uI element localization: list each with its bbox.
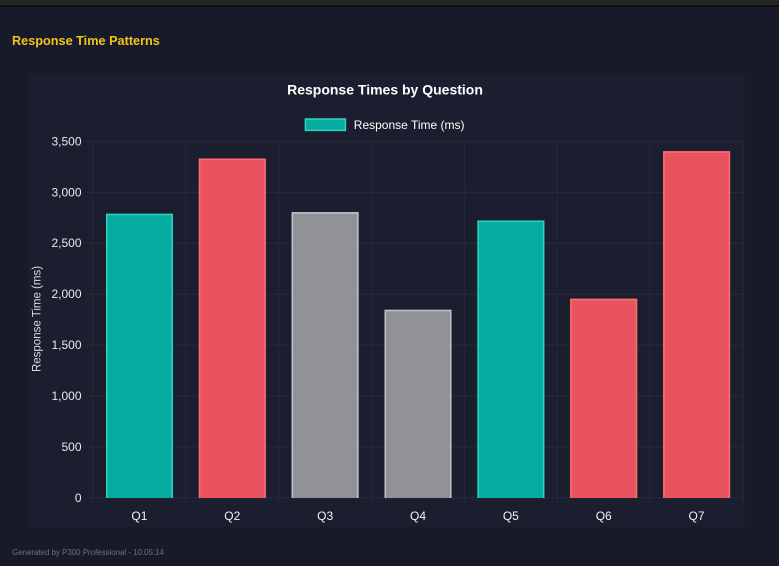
svg-text:0: 0 (75, 491, 82, 505)
svg-text:1,500: 1,500 (51, 338, 81, 352)
svg-text:1,000: 1,000 (51, 389, 81, 403)
svg-text:Q6: Q6 (596, 509, 612, 523)
svg-text:Response Time (ms): Response Time (ms) (32, 266, 44, 372)
svg-text:3,000: 3,000 (51, 185, 81, 199)
svg-text:Q7: Q7 (689, 509, 705, 523)
svg-text:2,500: 2,500 (51, 236, 81, 250)
svg-text:3,500: 3,500 (51, 134, 81, 148)
svg-text:Q1: Q1 (131, 509, 147, 523)
svg-text:2,000: 2,000 (51, 287, 81, 301)
svg-text:Q2: Q2 (224, 509, 240, 523)
svg-text:500: 500 (61, 440, 81, 454)
svg-text:Q4: Q4 (410, 509, 426, 523)
svg-text:Response Times by Question: Response Times by Question (287, 82, 483, 98)
svg-text:Response Time (ms): Response Time (ms) (354, 118, 465, 132)
svg-text:Q5: Q5 (503, 509, 519, 523)
svg-text:Q3: Q3 (317, 509, 333, 523)
